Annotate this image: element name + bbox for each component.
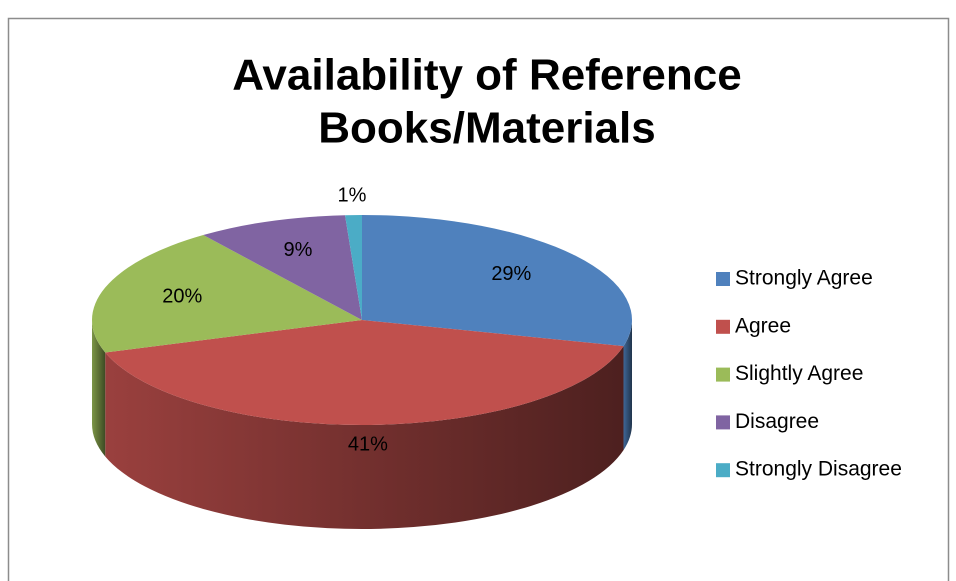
legend-label: Disagree (735, 410, 819, 433)
data-label: 1% (338, 184, 367, 206)
legend-label: Strongly Disagree (735, 458, 902, 481)
legend-swatch (716, 272, 730, 286)
pie-tops (91, 215, 632, 425)
legend-swatch (716, 367, 730, 382)
legend-swatch (716, 319, 730, 334)
chart-title: Books/Materials (318, 104, 655, 153)
data-label: 41% (348, 434, 388, 456)
legend-swatch (716, 415, 730, 430)
slice (362, 215, 632, 347)
slice-side (623, 320, 632, 451)
slice (345, 215, 362, 320)
slice-side (92, 320, 106, 457)
data-label: 20% (162, 286, 202, 308)
legend-label: Strongly Agree (735, 267, 873, 290)
slice (203, 215, 362, 320)
legend-label: Slightly Agree (735, 362, 863, 385)
legend-swatch (716, 463, 730, 478)
chart-border (7, 17, 950, 581)
slice (91, 235, 362, 353)
slice (105, 320, 624, 425)
data-label: 9% (284, 239, 313, 261)
pie-sides (92, 320, 632, 529)
chart-title: Availability of Reference (232, 51, 741, 100)
slice-side (105, 346, 624, 529)
data-label: 29% (491, 263, 531, 285)
legend-label: Agree (735, 314, 791, 337)
